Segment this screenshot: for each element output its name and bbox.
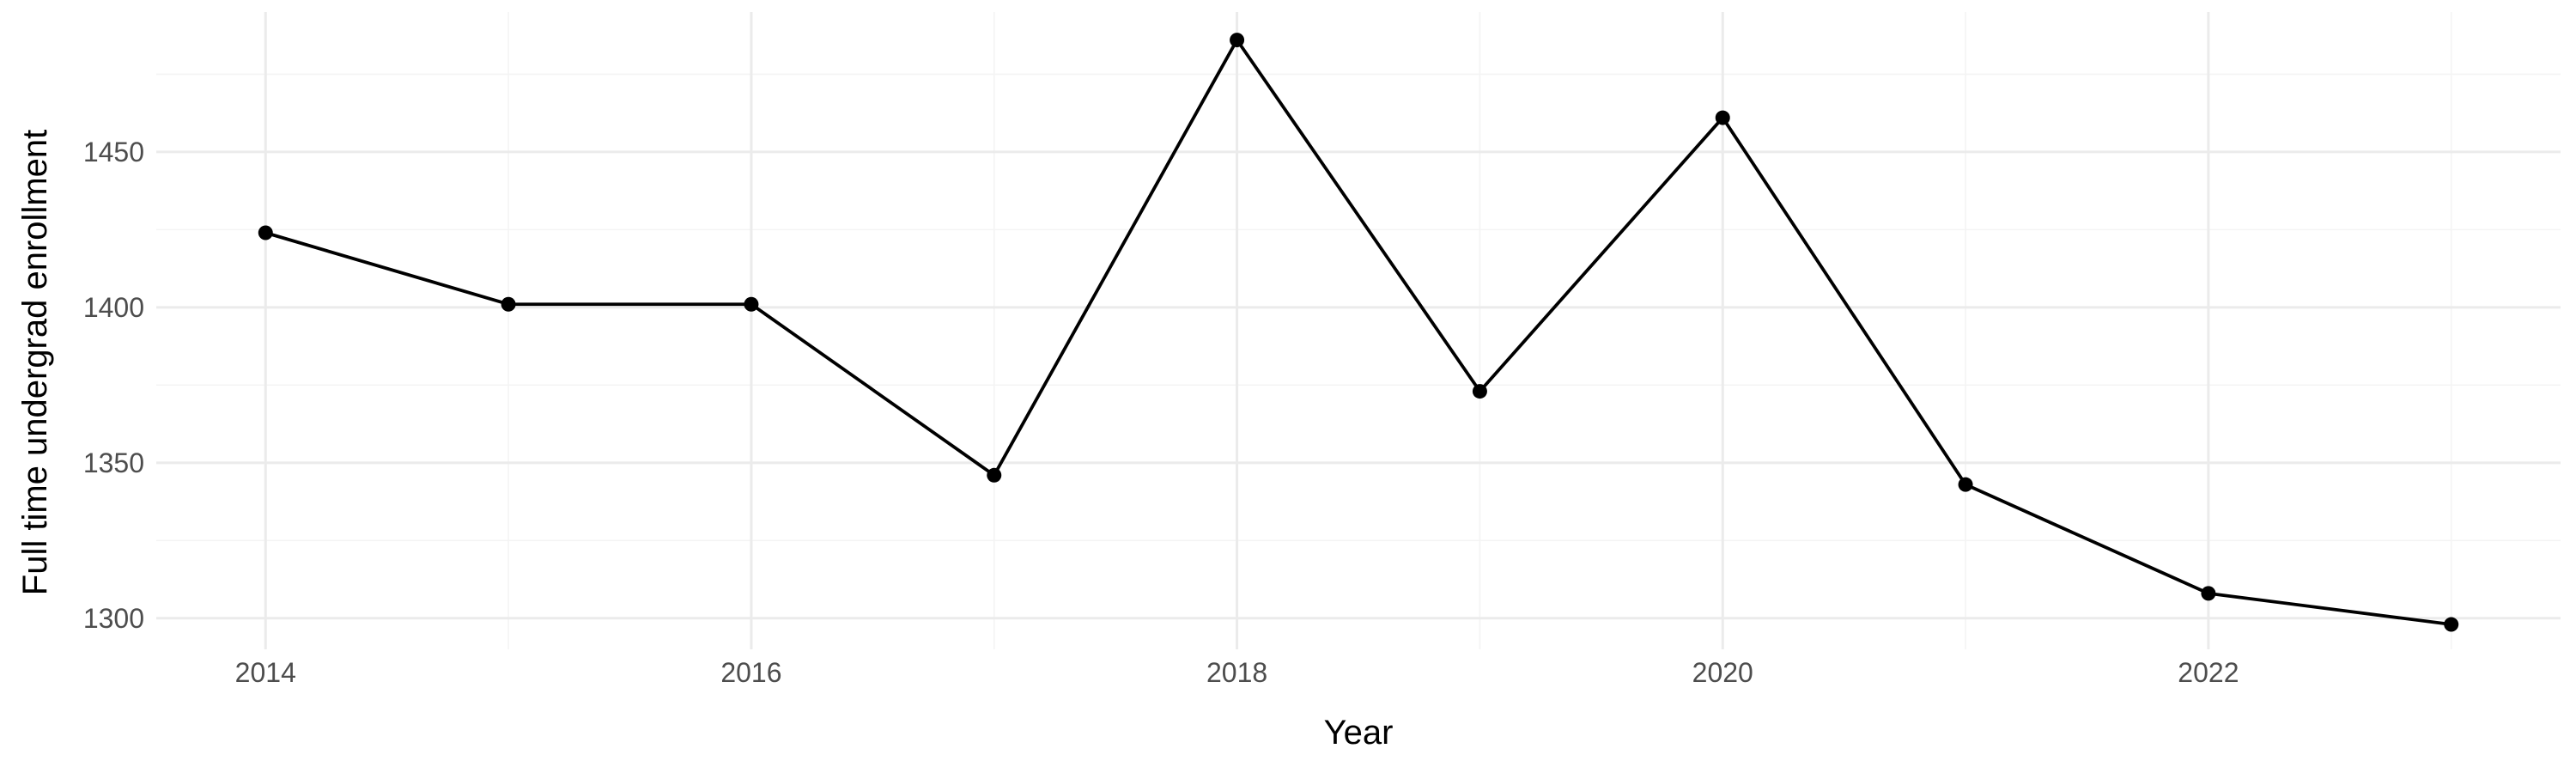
y-tick-label: 1450 <box>83 137 144 167</box>
x-axis-ticks: 2014 2016 2018 2020 2022 <box>235 657 2239 688</box>
data-point <box>744 296 759 312</box>
data-point <box>258 225 273 240</box>
data-point <box>2444 617 2459 632</box>
y-tick-label: 1400 <box>83 292 144 323</box>
data-point <box>1472 384 1487 399</box>
data-point <box>1958 477 1973 492</box>
x-tick-label: 2014 <box>235 657 296 688</box>
data-point <box>1230 33 1245 48</box>
data-point <box>2201 586 2216 601</box>
x-tick-label: 2016 <box>720 657 781 688</box>
gridlines <box>156 12 2561 649</box>
x-tick-label: 2022 <box>2178 657 2239 688</box>
x-axis-title: Year <box>1324 714 1394 752</box>
data-point <box>501 296 516 312</box>
series-enrollment <box>258 33 2459 632</box>
series-line <box>264 38 2451 626</box>
x-tick-label: 2018 <box>1206 657 1267 688</box>
y-tick-label: 1350 <box>83 447 144 478</box>
y-tick-label: 1300 <box>83 603 144 634</box>
y-axis-title: Full time undergrad enrollment <box>16 130 54 595</box>
x-tick-label: 2020 <box>1692 657 1753 688</box>
data-point <box>1715 110 1730 125</box>
data-point <box>987 467 1002 483</box>
y-axis-ticks: 1300 1350 1400 1450 <box>83 137 144 634</box>
